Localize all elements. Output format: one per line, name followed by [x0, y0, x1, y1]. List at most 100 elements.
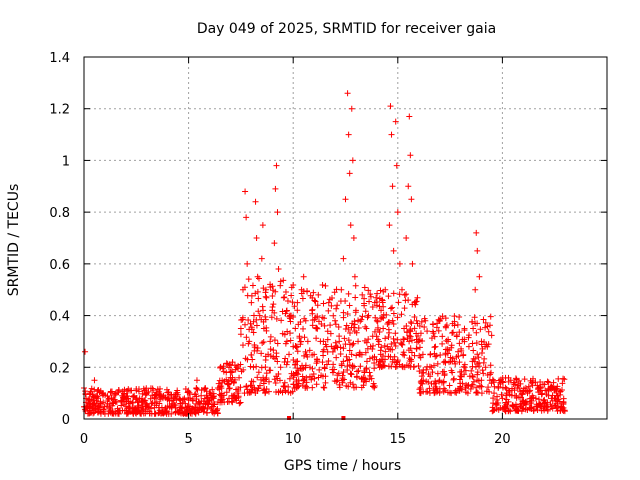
data-point — [408, 358, 415, 365]
data-point — [367, 372, 374, 379]
data-point — [361, 295, 368, 302]
grid-lines — [84, 57, 607, 419]
data-point — [547, 401, 554, 408]
data-point — [246, 338, 253, 345]
data-point — [406, 113, 413, 120]
data-point — [299, 295, 306, 302]
data-point — [363, 358, 370, 365]
data-point — [538, 403, 545, 410]
data-point — [530, 407, 537, 414]
data-point — [387, 353, 394, 360]
data-point — [313, 381, 320, 388]
data-point — [348, 324, 355, 331]
data-point — [451, 313, 458, 320]
data-point — [518, 390, 525, 397]
data-point — [129, 410, 136, 417]
data-point — [189, 397, 196, 404]
data-point — [478, 390, 485, 397]
data-point — [335, 370, 342, 377]
data-point — [214, 384, 221, 391]
data-point — [198, 398, 205, 405]
data-point — [314, 302, 321, 309]
x-tick-label: 5 — [184, 432, 192, 447]
data-point — [394, 314, 401, 321]
data-point — [480, 316, 487, 323]
x-tick-label: 0 — [80, 432, 88, 447]
data-point — [304, 338, 311, 345]
data-point — [449, 369, 456, 376]
data-point — [415, 338, 422, 345]
data-point — [260, 318, 267, 325]
data-point — [477, 326, 484, 333]
data-point — [386, 222, 393, 229]
data-point — [107, 407, 114, 414]
data-point — [324, 328, 331, 335]
data-point — [123, 396, 130, 403]
data-point — [204, 394, 211, 401]
data-point — [157, 396, 164, 403]
data-point — [346, 341, 353, 348]
data-point — [340, 314, 347, 321]
data-point — [417, 390, 424, 397]
data-point — [172, 408, 179, 415]
data-point — [168, 397, 175, 404]
data-point — [535, 396, 542, 403]
data-point — [283, 338, 290, 345]
data-point — [335, 323, 342, 330]
data-point — [503, 390, 510, 397]
data-point — [390, 290, 397, 297]
data-point — [250, 312, 257, 319]
data-point — [342, 196, 349, 203]
data-point — [561, 376, 568, 383]
data-point — [272, 380, 279, 387]
data-point — [270, 301, 277, 308]
data-point — [220, 363, 227, 370]
data-point — [320, 384, 327, 391]
data-point — [309, 294, 316, 301]
data-point — [219, 379, 226, 386]
data-point — [271, 376, 278, 383]
data-point — [347, 222, 354, 229]
data-point — [250, 364, 257, 371]
data-point — [266, 378, 273, 385]
data-point — [237, 361, 244, 368]
data-point — [384, 343, 391, 350]
data-point — [333, 378, 340, 385]
data-point — [191, 406, 198, 413]
data-point — [447, 354, 454, 361]
data-point — [349, 381, 356, 388]
data-point — [499, 395, 506, 402]
data-point — [271, 337, 278, 344]
data-point — [287, 337, 294, 344]
data-point — [482, 364, 489, 371]
data-point — [359, 291, 366, 298]
data-point — [494, 393, 501, 400]
data-point — [308, 376, 315, 383]
data-point — [481, 355, 488, 362]
data-point — [273, 373, 280, 380]
data-point — [381, 342, 388, 349]
data-point — [462, 367, 469, 374]
data-point — [487, 362, 494, 369]
data-point — [257, 376, 264, 383]
data-point — [263, 370, 270, 377]
data-point — [415, 362, 422, 369]
data-point — [288, 312, 295, 319]
data-point — [96, 404, 103, 411]
chart-title: Day 049 of 2025, SRMTID for receiver gai… — [197, 21, 496, 37]
data-point — [290, 343, 297, 350]
data-point — [384, 321, 391, 328]
data-point — [202, 400, 209, 407]
data-point — [282, 355, 289, 362]
data-point — [254, 387, 261, 394]
data-point — [499, 375, 506, 382]
data-point — [401, 352, 408, 359]
data-point — [474, 247, 481, 254]
data-point — [351, 321, 358, 328]
data-point — [550, 379, 557, 386]
data-point — [361, 302, 368, 309]
data-point — [273, 315, 280, 322]
data-point — [557, 391, 564, 398]
data-point — [429, 328, 436, 335]
data-point — [258, 350, 265, 357]
